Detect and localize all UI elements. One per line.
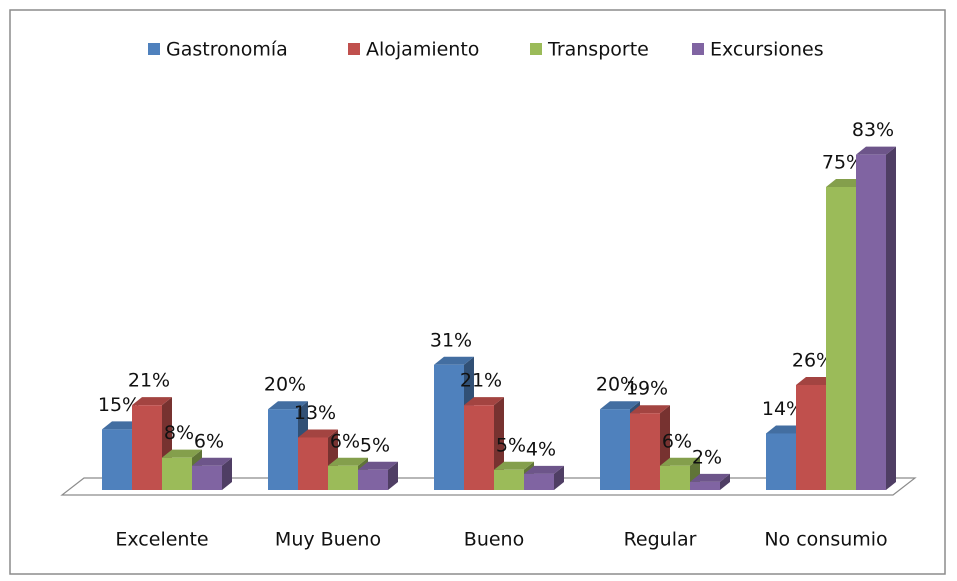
- bar-top: [298, 429, 338, 438]
- data-label: 5%: [496, 434, 526, 456]
- bar-front: [102, 429, 132, 490]
- bar-front: [434, 364, 464, 490]
- bar-side: [554, 465, 564, 490]
- bar-side: [886, 146, 896, 490]
- data-label: 5%: [360, 434, 390, 456]
- bar-front: [298, 437, 328, 490]
- legend-label: Excursiones: [710, 39, 824, 61]
- data-label: 4%: [526, 438, 556, 460]
- data-label: 8%: [164, 422, 194, 444]
- data-label: 26%: [792, 349, 834, 371]
- bar-top: [464, 397, 504, 406]
- bar-front: [796, 384, 826, 490]
- bar-front: [766, 433, 796, 490]
- bar: [192, 457, 232, 490]
- data-label: 19%: [626, 378, 668, 400]
- bar-front: [524, 473, 554, 490]
- bar-top: [690, 473, 730, 482]
- bar-top: [162, 449, 202, 458]
- data-label: 2%: [692, 446, 722, 468]
- bar-top: [192, 457, 232, 466]
- x-tick-label: Bueno: [464, 529, 524, 551]
- data-label: 21%: [460, 370, 502, 392]
- legend-swatch: [148, 43, 160, 55]
- bar-top: [524, 465, 564, 474]
- data-label: 21%: [128, 370, 170, 392]
- bar-front: [826, 187, 856, 490]
- bar-top: [328, 457, 368, 466]
- bar: [856, 146, 896, 490]
- legend-swatch: [348, 43, 360, 55]
- legend-label: Alojamiento: [366, 39, 479, 61]
- data-label: 31%: [430, 329, 472, 351]
- bar-top: [856, 146, 896, 155]
- bar-side: [388, 461, 398, 490]
- bar-front: [660, 465, 690, 490]
- legend-swatch: [692, 43, 704, 55]
- data-label: 75%: [822, 152, 864, 174]
- data-label: 6%: [330, 430, 360, 452]
- data-label: 14%: [762, 398, 804, 420]
- legend-label: Gastronomía: [166, 39, 288, 61]
- bar-front: [856, 154, 886, 490]
- bar-top: [600, 401, 640, 410]
- bar-front: [328, 465, 358, 490]
- bar-top: [132, 397, 172, 406]
- bar-front: [464, 405, 494, 490]
- bar-front: [268, 409, 298, 490]
- data-label: 20%: [596, 374, 638, 396]
- bar-top: [358, 461, 398, 470]
- bar-side: [222, 457, 232, 490]
- data-label: 6%: [194, 430, 224, 452]
- bar: [690, 473, 730, 490]
- bar-top: [630, 405, 670, 414]
- x-tick-label: Muy Bueno: [275, 529, 381, 551]
- bar: [358, 461, 398, 490]
- bar-front: [600, 409, 630, 490]
- x-tick-label: Excelente: [115, 529, 208, 551]
- bar-top: [434, 356, 474, 365]
- data-label: 83%: [852, 119, 894, 141]
- legend-swatch: [530, 43, 542, 55]
- bar-top: [494, 461, 534, 470]
- x-tick-label: No consumio: [764, 529, 887, 551]
- bar-top: [660, 457, 700, 466]
- data-label: 20%: [264, 374, 306, 396]
- bar: [524, 465, 564, 490]
- bar-front: [630, 413, 660, 490]
- bar-front: [132, 405, 162, 490]
- bar-front: [690, 481, 720, 490]
- data-label: 6%: [662, 430, 692, 452]
- legend-label: Transporte: [547, 39, 649, 61]
- bar-top: [268, 401, 308, 410]
- bar-front: [494, 469, 524, 490]
- bar-front: [358, 469, 388, 490]
- bar-front: [162, 457, 192, 490]
- data-label: 15%: [98, 394, 140, 416]
- data-label: 13%: [294, 402, 336, 424]
- bar-side: [720, 473, 730, 490]
- bar-front: [192, 465, 222, 490]
- x-tick-label: Regular: [624, 529, 697, 551]
